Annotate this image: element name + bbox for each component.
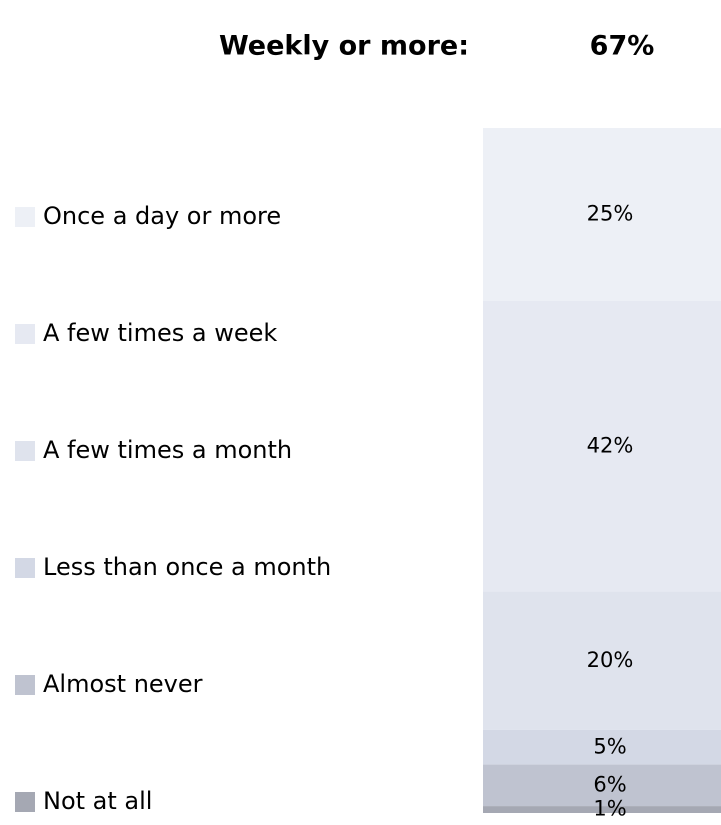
value-label: 42% <box>587 433 634 457</box>
legend-swatch <box>15 441 35 461</box>
legend-swatch <box>15 675 35 695</box>
legend-label: A few times a month <box>43 436 292 464</box>
legend-label: Less than once a month <box>43 553 331 581</box>
value-label: 25% <box>587 201 634 225</box>
legend-swatch <box>15 324 35 344</box>
legend-label: Almost never <box>43 670 203 698</box>
legend-label: Once a day or more <box>43 202 281 230</box>
legend-label: Not at all <box>43 787 152 815</box>
annotation-value: 67% <box>590 31 655 62</box>
bar-segment <box>483 300 721 592</box>
annotation-label: Weekly or more: <box>219 31 469 62</box>
value-label: 6% <box>593 772 626 796</box>
bar-segment <box>483 729 721 765</box>
value-label: 5% <box>593 734 626 758</box>
value-label: 20% <box>587 648 634 672</box>
bar-segment <box>483 591 721 730</box>
legend-label: A few times a week <box>43 319 277 347</box>
legend-swatch <box>15 792 35 812</box>
value-label: 1% <box>593 797 626 821</box>
legend-swatch <box>15 558 35 578</box>
bar-segment <box>483 806 721 813</box>
bar-segment <box>483 764 721 807</box>
legend-swatch <box>15 207 35 227</box>
bar-segment <box>483 128 721 301</box>
